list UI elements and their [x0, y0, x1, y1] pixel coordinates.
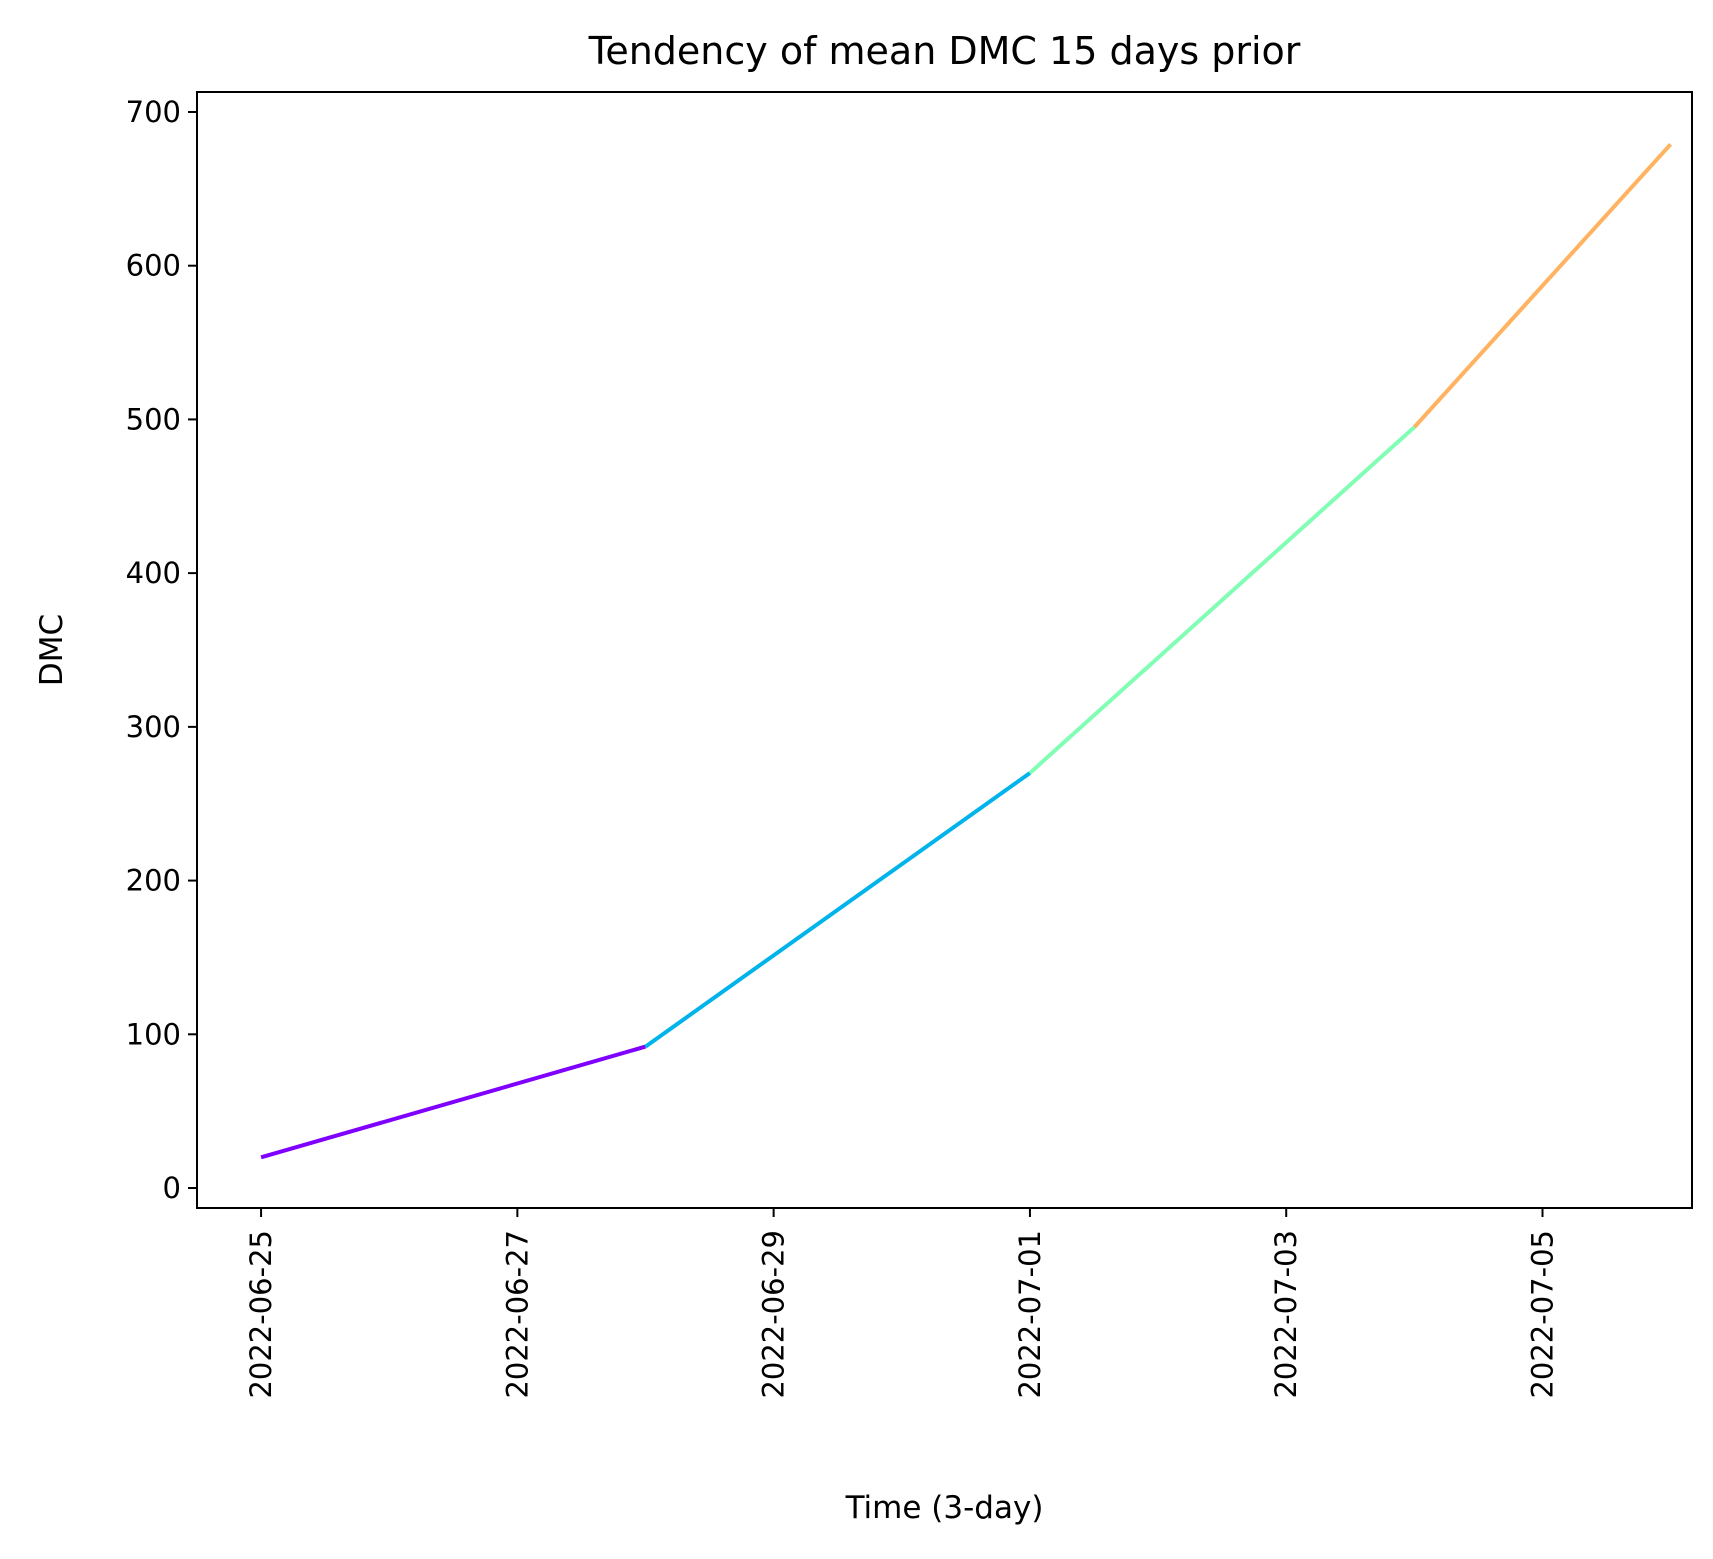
x-axis: 2022-06-25 2022-06-27 2022-06-29 2022-07-01…: [244, 1208, 1560, 1399]
y-tick-label: 100: [126, 1017, 181, 1051]
y-tick-label: 600: [126, 249, 181, 283]
line-segment-3: [1028, 425, 1416, 775]
y-axis-label: DMC: [34, 614, 70, 686]
y-tick-label: 700: [126, 95, 181, 129]
series-lines: [260, 142, 1673, 1160]
x-tick-label: 2022-06-27: [500, 1230, 534, 1399]
x-axis-label: Time (3-day): [845, 1490, 1044, 1526]
x-tick-label: 2022-07-01: [1013, 1230, 1047, 1399]
y-tick-label: 300: [126, 710, 181, 744]
line-segment-2: [644, 771, 1032, 1049]
chart-title: Tendency of mean DMC 15 days prior: [588, 29, 1301, 73]
y-tick-label: 0: [163, 1171, 181, 1205]
y-axis: 0 100 200 300 400 500 600 700: [126, 95, 197, 1205]
plot-area-frame: [196, 91, 1693, 1209]
x-tick-label: 2022-07-03: [1269, 1230, 1303, 1399]
x-tick-label: 2022-06-25: [244, 1230, 278, 1399]
y-tick-label: 200: [126, 864, 181, 898]
x-tick-label: 2022-07-05: [1526, 1230, 1560, 1399]
line-segment-1: [260, 1044, 647, 1160]
x-tick-label: 2022-06-29: [757, 1230, 791, 1399]
y-tick-label: 400: [126, 556, 181, 590]
line-segment-4: [1412, 142, 1673, 429]
y-tick-label: 500: [126, 402, 181, 436]
